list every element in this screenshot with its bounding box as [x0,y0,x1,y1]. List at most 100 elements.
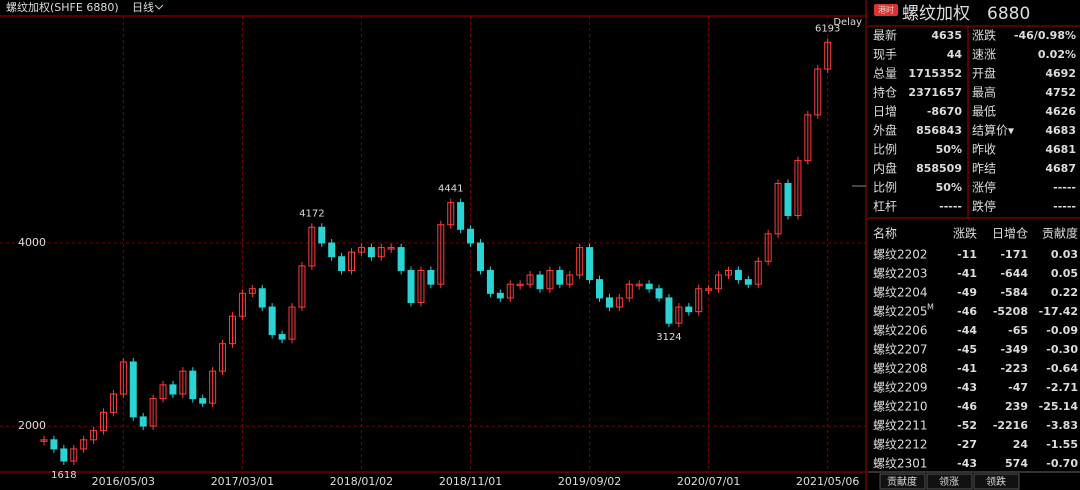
table-cell: -52 [957,419,977,432]
candle [228,315,236,345]
candle [40,439,48,442]
quote-label: 跌停 [972,199,996,214]
quote-label[interactable]: 结算价▾ [972,123,1014,138]
quote-value: -46/0.98% [1014,29,1076,42]
contract-name: 螺纹加权 [902,4,970,24]
table-cell: -41 [957,267,977,280]
candle [139,416,147,427]
candle [318,226,326,244]
candle [367,247,375,258]
table-cell[interactable]: 螺纹2210 [873,400,928,414]
table-cell[interactable]: 螺纹2203 [873,267,928,281]
table-cell[interactable]: 螺纹2301 [873,457,928,471]
table-cell: -49 [957,286,977,299]
table-cell[interactable]: 螺纹2211 [873,419,928,433]
candle [248,288,256,294]
column-header: 名称 [873,226,897,241]
candle [189,370,197,400]
table-cell: -41 [957,362,977,375]
table-cell: -43 [957,381,977,394]
table-cell: -65 [1008,324,1028,337]
table-cell: -644 [1000,267,1028,280]
quote-value: 1715352 [908,67,962,80]
quote-label: 昨收 [972,143,996,157]
candle [387,247,395,250]
quote-label: 杠杆 [873,199,897,214]
tab[interactable]: 贡献度 [887,475,917,488]
candle [645,283,653,290]
quote-label: 速涨 [972,47,996,62]
table-cell[interactable]: 螺纹2212 [873,438,928,452]
quote-value: 44 [947,48,963,61]
contract-code: 6880 [987,4,1030,24]
tab-bg [926,473,973,490]
candle [437,224,445,285]
candle [298,265,306,308]
candle [417,269,425,303]
table-cell: 0.22 [1051,286,1078,299]
table-cell[interactable]: 螺纹2204 [873,286,928,300]
table-cell: -0.09 [1046,324,1078,337]
y-tick-label: 2000 [18,419,46,432]
candle [308,226,316,267]
value-label: 1618 [51,470,76,481]
x-tick-label: 2016/05/03 [92,475,155,488]
table-cell[interactable]: 螺纹2207 [873,343,928,357]
x-tick-label: 2017/03/01 [211,475,274,488]
candle [119,361,127,395]
table-cell[interactable]: 螺纹2205 [873,305,928,319]
table-cell[interactable]: 螺纹2202 [873,248,928,262]
candle [348,251,356,271]
candle [814,68,822,116]
tab[interactable]: 领涨 [939,475,959,488]
tab[interactable]: 领跌 [986,475,1006,488]
candle [596,279,604,299]
quote-value: 4683 [1045,124,1076,137]
candle [774,183,782,235]
table-cell: -349 [1000,343,1028,356]
quote-label: 现手 [873,48,897,62]
candle [179,370,187,395]
candle [536,274,544,290]
quote-value: 4681 [1045,143,1076,156]
candle [50,439,58,450]
quote-label: 涨停 [972,180,996,195]
table-cell[interactable]: 螺纹2209 [873,381,928,395]
table-cell: -0.70 [1046,457,1078,470]
candle [100,411,108,432]
table-cell: -47 [1008,381,1028,394]
table-cell: -1.55 [1046,438,1078,451]
quote-value: 4626 [1045,105,1076,118]
candle [357,247,365,253]
table-cell: -43 [957,457,977,470]
period-select[interactable]: 日线 [132,0,154,14]
candle [754,260,762,285]
candle [784,183,792,217]
candle [397,247,405,271]
quote-label: 比例 [873,181,897,195]
table-cell: 574 [1005,457,1028,470]
table-cell: -25.14 [1039,400,1079,413]
candle [288,306,296,340]
quote-label: 涨跌 [972,28,996,43]
candle [338,256,346,271]
table-cell[interactable]: 螺纹2206 [873,324,928,338]
quote-value: ----- [939,200,962,213]
candle [80,439,88,450]
table-cell: 24 [1013,438,1029,451]
candle [199,398,207,404]
candle [268,306,276,336]
y-tick-label: 4000 [18,236,46,249]
table-cell: 239 [1005,400,1028,413]
quote-label: 最新 [873,28,897,43]
value-label: 6193 [815,23,840,34]
table-cell: -0.64 [1046,362,1078,375]
table-cell: -5208 [993,305,1028,318]
candle [457,202,465,230]
table-cell[interactable]: 螺纹2208 [873,362,928,376]
candle [377,247,385,258]
candle [556,269,564,285]
table-cell: -46 [957,400,977,413]
quote-value: 50% [936,181,962,194]
